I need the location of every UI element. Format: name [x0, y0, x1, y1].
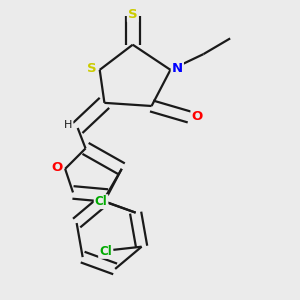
Text: O: O: [52, 161, 63, 174]
Text: Cl: Cl: [95, 195, 107, 208]
Text: Cl: Cl: [99, 245, 112, 258]
Text: S: S: [87, 62, 97, 75]
Text: O: O: [191, 110, 203, 124]
Text: H: H: [64, 120, 73, 130]
Text: N: N: [172, 62, 183, 75]
Text: S: S: [128, 8, 137, 21]
